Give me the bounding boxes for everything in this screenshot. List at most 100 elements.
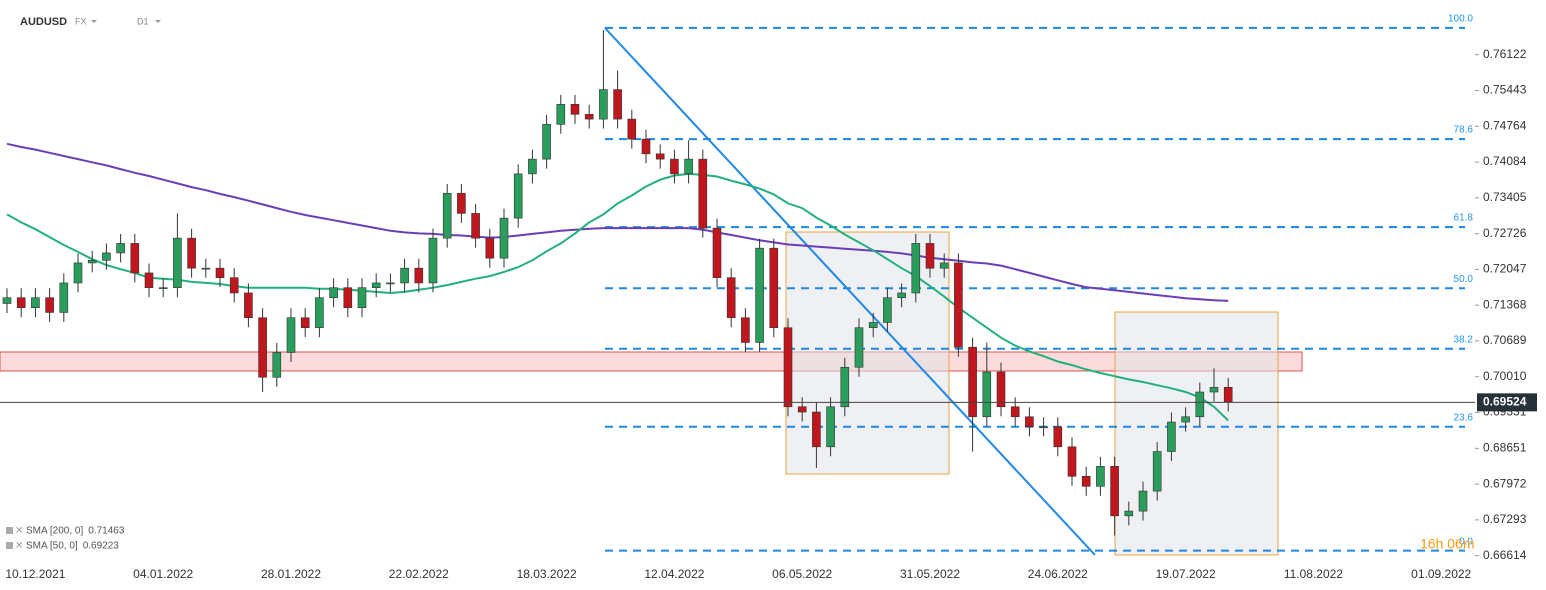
candle-body bbox=[329, 287, 338, 298]
candle-body bbox=[130, 243, 140, 274]
legend-close[interactable]: ✕ bbox=[15, 541, 23, 552]
candle-body bbox=[471, 213, 480, 239]
y-tick-label: 0.70010 bbox=[1483, 369, 1527, 383]
y-tick-label: 0.70689 bbox=[1483, 333, 1527, 347]
candle-body bbox=[783, 327, 793, 408]
sma-line bbox=[6, 142, 1229, 302]
range-box bbox=[1114, 311, 1279, 556]
dropdown-caret[interactable] bbox=[91, 20, 97, 23]
candle-body bbox=[371, 282, 381, 288]
x-tick-label: 28.01.2022 bbox=[261, 567, 321, 581]
x-tick-label: 04.01.2022 bbox=[133, 567, 193, 581]
x-tick-label: 10.12.2021 bbox=[5, 567, 65, 581]
candle-body bbox=[897, 292, 906, 298]
candle-body bbox=[655, 153, 665, 160]
candle-body bbox=[741, 317, 750, 343]
x-tick-label: 22.02.2022 bbox=[389, 567, 449, 581]
fib-label: 78.6 bbox=[1454, 125, 1474, 136]
candle-body bbox=[1025, 416, 1034, 428]
candle-body bbox=[1124, 510, 1134, 517]
candle-body bbox=[613, 89, 622, 120]
candle-body bbox=[968, 346, 977, 418]
candle-body bbox=[485, 237, 495, 259]
candle-body bbox=[31, 297, 40, 309]
candle-body bbox=[570, 104, 580, 115]
y-tick-label: 0.73405 bbox=[1483, 190, 1527, 204]
y-tick-label: 0.67293 bbox=[1483, 512, 1527, 526]
candle-body bbox=[1223, 386, 1233, 403]
candle-body bbox=[755, 247, 764, 343]
fib-label: 100.0 bbox=[1448, 14, 1473, 25]
candle-body bbox=[670, 158, 679, 175]
candle-body bbox=[1167, 421, 1176, 452]
x-tick-label: 11.08.2022 bbox=[1284, 567, 1343, 581]
candle-body bbox=[1195, 391, 1205, 418]
candle-body bbox=[996, 371, 1006, 408]
candle-body bbox=[911, 243, 921, 294]
candle-body bbox=[939, 262, 949, 269]
candle-body bbox=[272, 352, 282, 378]
candle-body bbox=[982, 371, 992, 418]
candle-body bbox=[726, 277, 736, 319]
candle-body bbox=[215, 267, 225, 278]
fib-label: 61.8 bbox=[1454, 213, 1474, 224]
price-tag bbox=[1477, 393, 1537, 412]
x-tick-label: 31.05.2022 bbox=[900, 567, 960, 581]
candle-body bbox=[883, 297, 892, 323]
legend-icon bbox=[6, 542, 13, 549]
legend-name: SMA [50, 0] bbox=[26, 541, 78, 552]
candle-body bbox=[641, 138, 651, 155]
candle-body bbox=[1053, 426, 1063, 448]
y-tick-label: 0.72726 bbox=[1483, 226, 1527, 240]
candle-body bbox=[2, 297, 12, 304]
candle-body bbox=[173, 237, 182, 288]
candle-body bbox=[698, 158, 708, 229]
candle-body bbox=[102, 252, 111, 261]
candle-body bbox=[414, 267, 424, 284]
x-tick-label: 01.09.2022 bbox=[1411, 567, 1471, 581]
candle-body bbox=[1209, 386, 1219, 393]
candle-body bbox=[286, 317, 296, 353]
countdown: 16h 06m bbox=[1420, 536, 1474, 552]
legend-close[interactable]: ✕ bbox=[15, 526, 23, 537]
y-tick-label: 0.75443 bbox=[1483, 83, 1527, 97]
candle-body bbox=[400, 267, 409, 284]
range-box bbox=[785, 231, 950, 475]
candle-body bbox=[1110, 466, 1119, 517]
fib-label: 0.0 bbox=[1459, 536, 1473, 547]
candle-body bbox=[499, 217, 509, 259]
candle-body bbox=[627, 118, 637, 140]
x-tick-label: 18.03.2022 bbox=[517, 567, 577, 581]
candle-body bbox=[868, 322, 878, 329]
candle-body bbox=[59, 282, 69, 313]
x-tick-label: 19.07.2022 bbox=[1156, 567, 1216, 581]
market: FX bbox=[75, 16, 87, 26]
x-tick-label: 24.06.2022 bbox=[1028, 567, 1088, 581]
candle-body bbox=[315, 297, 324, 329]
timeframe[interactable]: D1 bbox=[137, 16, 149, 26]
y-tick-label: 0.68651 bbox=[1483, 441, 1527, 455]
dropdown-caret[interactable] bbox=[155, 20, 161, 23]
candle-body bbox=[45, 297, 54, 313]
candle-body bbox=[684, 158, 693, 175]
candle-body bbox=[1181, 416, 1190, 423]
candle-body bbox=[428, 237, 438, 284]
candle-body bbox=[357, 287, 367, 309]
price-tag-label: 0.69524 bbox=[1483, 395, 1527, 409]
candle-body bbox=[769, 247, 779, 329]
candle-body bbox=[712, 227, 722, 278]
fib-label: 23.6 bbox=[1454, 412, 1474, 423]
candle-body bbox=[1039, 426, 1048, 429]
candle-body bbox=[258, 317, 267, 378]
trend-line bbox=[604, 27, 1096, 556]
sma-line bbox=[6, 172, 1229, 422]
legend-value: 0.71463 bbox=[88, 526, 125, 537]
candle-body bbox=[244, 292, 253, 319]
y-tick-label: 0.71368 bbox=[1483, 297, 1527, 311]
candle-body bbox=[73, 262, 83, 284]
x-tick-label: 12.04.2022 bbox=[644, 567, 704, 581]
fib-label: 50.0 bbox=[1454, 274, 1474, 285]
candle-body bbox=[925, 243, 935, 269]
candle-body bbox=[144, 272, 154, 288]
y-tick-label: 0.74084 bbox=[1483, 154, 1527, 168]
